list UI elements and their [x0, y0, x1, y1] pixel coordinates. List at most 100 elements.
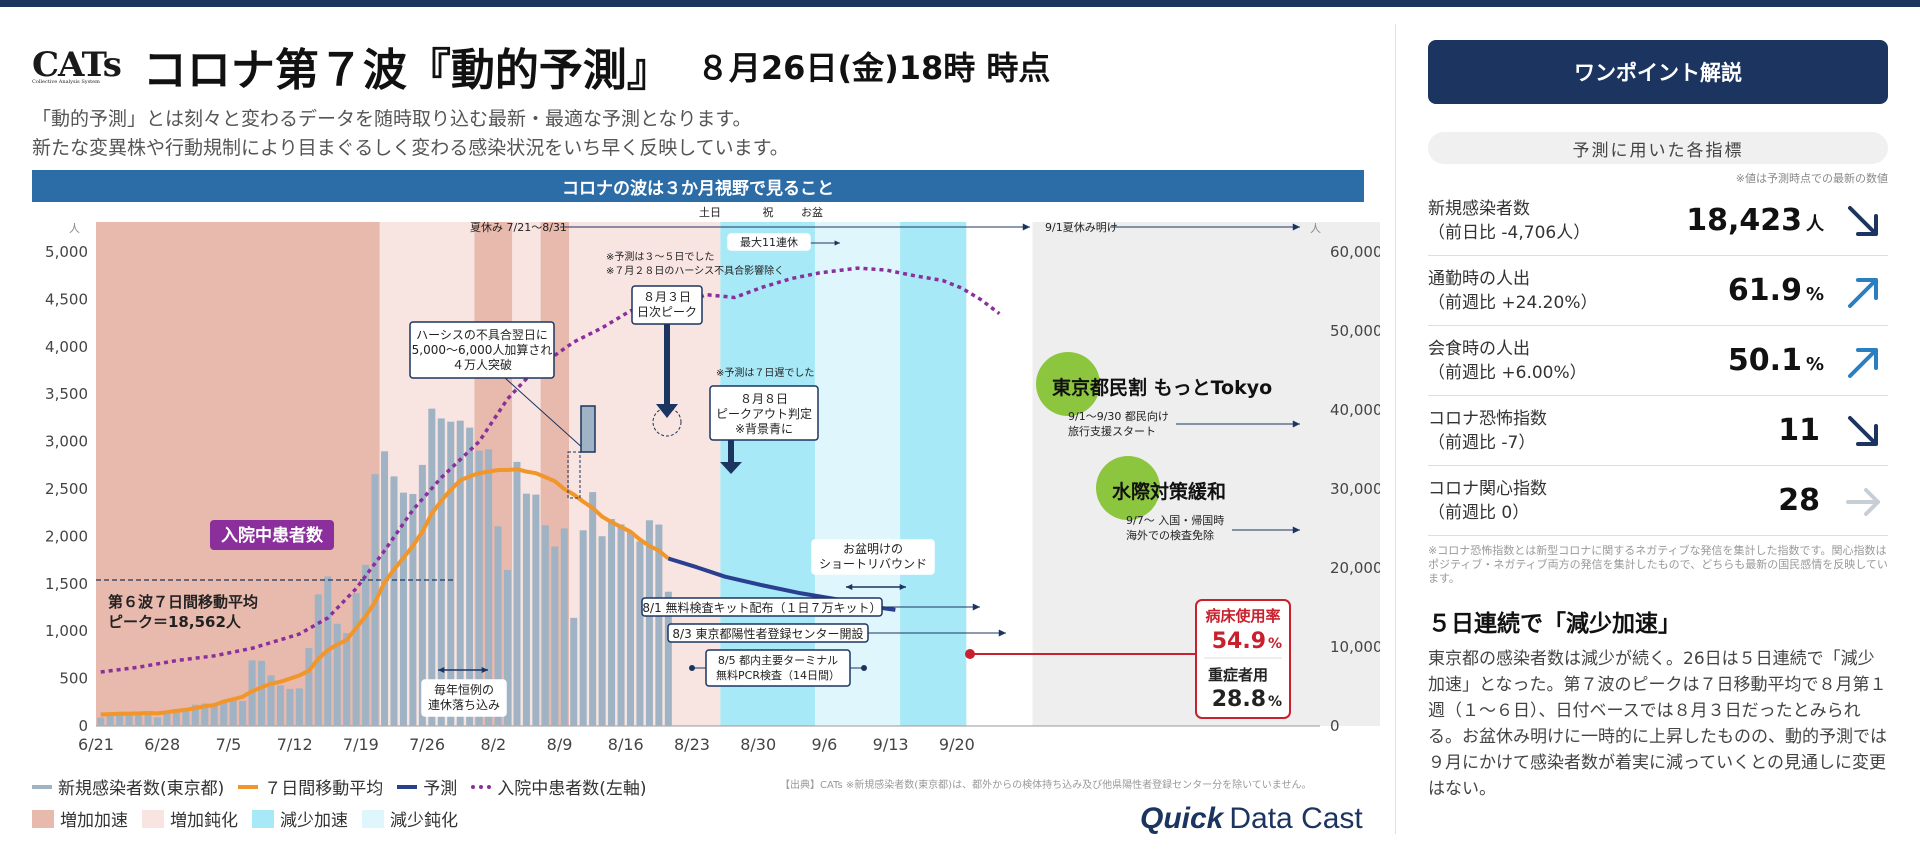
- case-bar: [551, 546, 559, 726]
- case-bar: [135, 712, 143, 726]
- x-tick-label: 7/5: [216, 735, 242, 754]
- peakout-label: ８月８日: [740, 392, 788, 406]
- peakout-label: ※背景青に: [735, 422, 793, 436]
- cats-logo: CATs Collective Analysis System: [32, 44, 122, 85]
- case-bar: [494, 526, 502, 726]
- severe-unit: %: [1268, 694, 1282, 710]
- y-left-unit: 人: [69, 222, 80, 235]
- case-bar: [125, 713, 133, 726]
- subtitle-line-2: 新たな変異株や行動規制により目まぐるしく変わる感染状況をいち早く反映しています。: [32, 137, 789, 159]
- renkyu-label: 最大11連休: [740, 235, 798, 249]
- case-bar: [144, 713, 152, 726]
- peakout-label: ピークアウト判定: [716, 406, 812, 421]
- legend-forecast: 予測: [397, 774, 457, 799]
- y-right-unit: 人: [1310, 222, 1321, 235]
- peakout-arrowhead: [720, 462, 742, 474]
- case-bar: [352, 593, 360, 726]
- arrow-head: [972, 603, 980, 611]
- case-bar: [163, 712, 171, 726]
- case-bar: [286, 688, 294, 726]
- pcr-dot-right: [861, 665, 867, 671]
- indicator-list: 新規感染者数 （前日比 -4,706人） 18,423 人通勤時の人出 （前週比 +24…: [1428, 186, 1888, 536]
- case-bar: [333, 623, 341, 726]
- x-tick-label: 8/30: [740, 735, 776, 754]
- summer-label: 夏休み 7/21〜8/31: [470, 221, 567, 234]
- x-tick-label: 8/2: [480, 735, 506, 754]
- sidebar: ワンポイント解説 予測に用いた各指標 ※値は予測時点での最新の数値 新規感染者数…: [1428, 40, 1888, 802]
- section-title: ５日連続で「減少加速」: [1428, 611, 1681, 637]
- arrow-head: [438, 666, 445, 674]
- one-point-button[interactable]: ワンポイント解説: [1428, 40, 1888, 104]
- arrow-head: [1292, 420, 1300, 428]
- hersys-dashed-box: [567, 451, 581, 499]
- hersys-label: ４万人突破: [452, 357, 512, 372]
- hersys-box: [409, 321, 555, 379]
- y-left-tick-label: 4,500: [45, 290, 88, 308]
- x-tick-label: 7/19: [343, 735, 379, 754]
- covid-chart: 0 500 1,000 1,500 2,000 2,500 3,000 3,500 4,000 4…: [45, 205, 1380, 754]
- yearly-label: 毎年恒例の: [434, 682, 494, 697]
- section-body: 東京都の感染者数は減少が続く。26日は５日連続で「減少加速」となった。第７波のピ…: [1428, 649, 1887, 799]
- y-left-tick-label: 500: [59, 670, 88, 688]
- legend-phases: 増加加速 増加鈍化 減少加速 減少鈍化: [32, 806, 472, 831]
- peak6-label: 第６波７日間移動平均: [108, 593, 258, 611]
- x-tick-label: 8/16: [608, 735, 644, 754]
- yearly-box: [421, 679, 507, 717]
- case-bar: [220, 700, 228, 726]
- case-bar: [579, 530, 587, 726]
- indicator-row: 通勤時の人出 （前週比 +24.20%） 61.9%: [1428, 256, 1888, 326]
- case-bar: [210, 704, 218, 726]
- top-accent-bar: [0, 0, 1920, 7]
- center-label: 8/3 東京都陽性者登録センター開設: [672, 626, 863, 641]
- case-bar: [201, 703, 209, 726]
- note-mid: ※予測は７日遅でした: [716, 366, 814, 379]
- x-tick-label: 6/28: [144, 735, 180, 754]
- indicator-label: コロナ関心指数 （前週比 0）: [1428, 478, 1547, 523]
- motto-sub-label: 旅行支援スタート: [1068, 424, 1156, 438]
- bed-dot: [965, 649, 975, 659]
- y-left-tick-label: 4,000: [45, 338, 88, 356]
- subtitle-line-1: 「動的予測」とは刻々と変わるデータを随時取り込む最新・最適な予測となります。: [32, 108, 752, 130]
- phase-band-accel_up: [96, 222, 380, 726]
- x-tick-label: 9/6: [812, 735, 838, 754]
- pcr-dot-left: [689, 665, 695, 671]
- indicator-row: コロナ関心指数 （前週比 0） 28: [1428, 466, 1888, 536]
- case-bar: [276, 685, 284, 726]
- bed-box: [1195, 599, 1291, 719]
- legend-hosp: 入院中患者数(左軸): [471, 774, 647, 799]
- rebound-arrow: [846, 583, 906, 591]
- yearly-label: 連休落ち込み: [428, 698, 500, 712]
- indicator-row: 新規感染者数 （前日比 -4,706人） 18,423 人: [1428, 186, 1888, 256]
- arrow-up-right-icon: [1848, 278, 1878, 308]
- indicator-header: 予測に用いた各指標: [1428, 132, 1888, 164]
- indicator-label: 会食時の人出 （前週比 +6.00%）: [1428, 338, 1587, 383]
- y-right-tick-label: 30,000: [1330, 480, 1380, 498]
- case-bar: [522, 493, 530, 726]
- kit-label: 8/1 無料検査キット配布（１日７万キット）: [642, 600, 881, 615]
- hersys-label: ハーシスの不具合翌日に: [416, 327, 548, 342]
- hersys-leader: [504, 377, 586, 451]
- legend-accel-down: 減少加速: [252, 806, 348, 831]
- hersys-bar-highlight: [580, 405, 596, 453]
- indicator-value: 28: [1778, 483, 1820, 518]
- rebound-label: ショートリバウンド: [819, 557, 927, 571]
- case-bar: [428, 408, 436, 726]
- severe-value: 28.8: [1212, 687, 1266, 712]
- y-right-tick-label: 10,000: [1330, 638, 1380, 656]
- case-bar: [343, 633, 351, 726]
- pcr-label: 無料PCR検査（14日間）: [716, 668, 840, 682]
- moving-average-line: [100, 467, 670, 717]
- renkyu-box: [727, 233, 811, 251]
- case-bar: [617, 524, 625, 726]
- page-title: コロナ第７波『動的予測』: [142, 45, 671, 96]
- case-bar: [447, 421, 455, 726]
- case-bar: [560, 528, 568, 726]
- motto-sub-label: 9/1〜9/30 都民向け: [1068, 409, 1169, 423]
- case-bar: [626, 531, 634, 726]
- chart-banner: コロナの波は３か月視野で見ること: [32, 170, 1364, 202]
- summer-end-arrow: [1110, 223, 1300, 231]
- arrow-head: [899, 583, 906, 591]
- hosp-label-box: [210, 520, 334, 550]
- case-bar: [645, 520, 653, 726]
- holiday-label: 祝: [763, 205, 774, 219]
